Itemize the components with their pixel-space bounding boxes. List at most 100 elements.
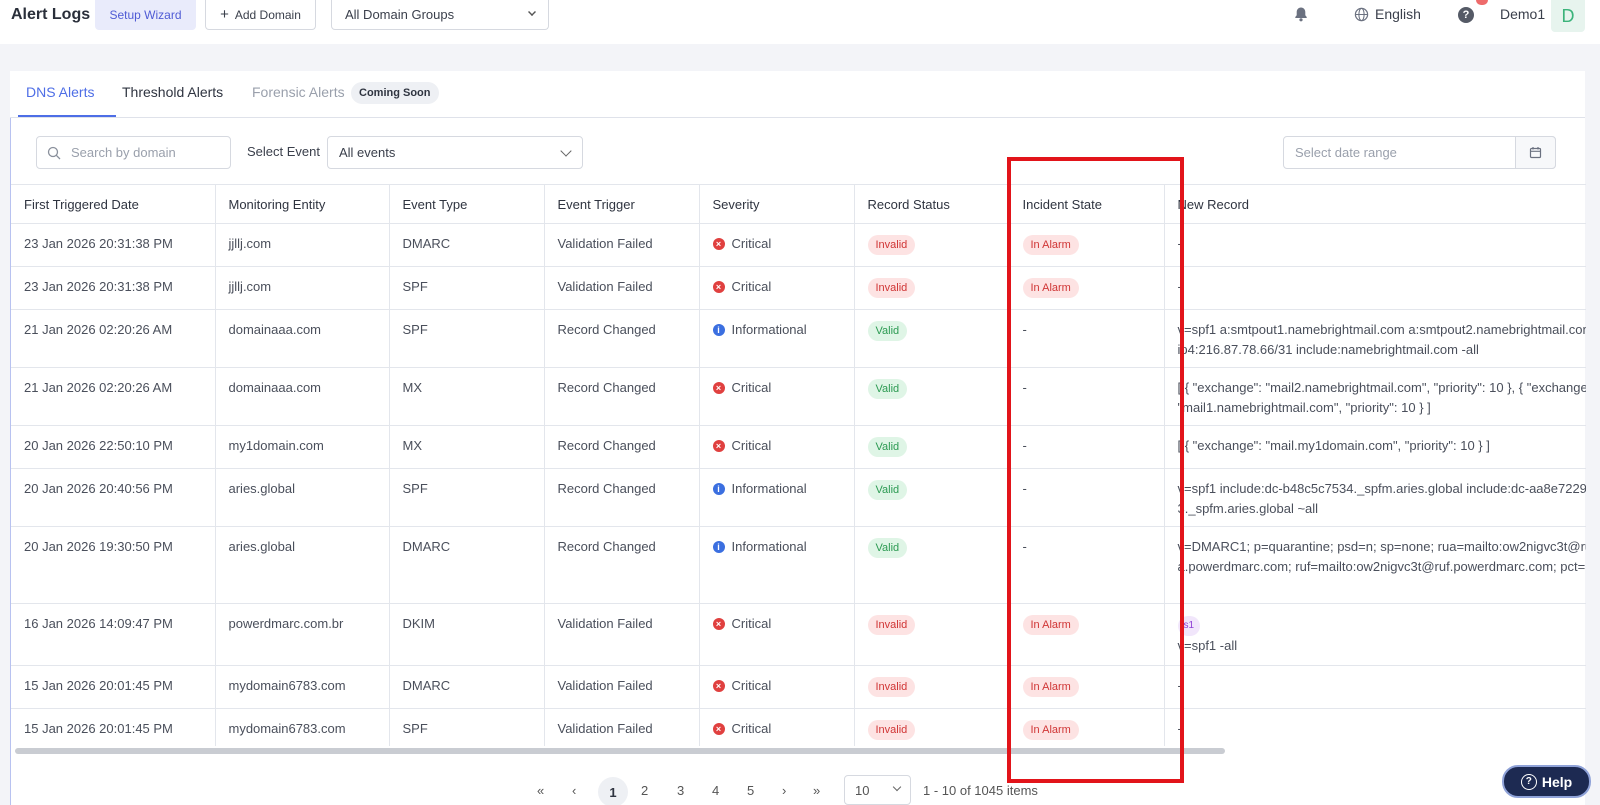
horizontal-scrollbar[interactable] <box>15 748 1225 754</box>
cell-event-trigger: Validation Failed <box>544 266 700 310</box>
page-3-button[interactable]: 3 <box>677 783 685 798</box>
cell-record-status: Valid <box>854 309 1010 368</box>
status-badge: Valid <box>867 538 908 558</box>
column-header[interactable]: Incident State <box>1009 184 1165 224</box>
column-header[interactable]: First Triggered Date <box>11 184 216 224</box>
cell-incident-state: - <box>1009 309 1165 368</box>
next-page-button[interactable]: › <box>782 783 787 798</box>
table-row[interactable]: 15 Jan 2026 20:01:45 PM mydomain6783.com S… <box>11 708 1586 746</box>
table-row[interactable]: 23 Jan 2026 20:31:38 PM jjllj.com DMARC Val… <box>11 223 1586 267</box>
page-1-button[interactable]: 1 <box>598 777 628 805</box>
last-page-button[interactable]: » <box>813 783 821 798</box>
record-value: - <box>1177 721 1182 736</box>
status-badge: Invalid <box>867 677 916 697</box>
severity: i Informational <box>712 320 841 340</box>
cell-record-status: Valid <box>854 425 1010 469</box>
critical-icon: × <box>712 382 725 394</box>
incident-state: - <box>1022 380 1027 395</box>
chevron-down-icon <box>892 782 902 792</box>
table-row[interactable]: 21 Jan 2026 02:20:26 AM domainaaa.com MX Re… <box>11 367 1586 426</box>
help-button[interactable]: ? Help <box>1502 765 1591 798</box>
cell-incident-state: In Alarm <box>1009 708 1165 746</box>
column-header[interactable]: Event Trigger <box>544 184 700 224</box>
calendar-button[interactable] <box>1515 136 1556 169</box>
cell-event-trigger: Validation Failed <box>544 603 700 666</box>
cell-new-record: s1 v=spf1 -all <box>1164 603 1586 666</box>
cell-event-type: SPF <box>389 309 545 368</box>
column-header[interactable]: Severity <box>699 184 855 224</box>
record-value: - <box>1177 678 1182 693</box>
table-row[interactable]: 16 Jan 2026 14:09:47 PM powerdmarc.com.br… <box>11 603 1586 666</box>
language-selector[interactable]: English <box>1375 6 1421 22</box>
cell-severity: × Critical <box>699 425 855 469</box>
search-placeholder: Search by domain <box>71 145 176 160</box>
status-badge: Invalid <box>867 235 916 255</box>
cell-event-trigger: Validation Failed <box>544 223 700 267</box>
table-row[interactable]: 20 Jan 2026 20:40:56 PM aries.global SPF Re… <box>11 468 1586 527</box>
cell-incident-state: In Alarm <box>1009 603 1165 666</box>
cell-entity: aries.global <box>215 468 390 527</box>
severity-label: Critical <box>731 616 772 631</box>
page-2-button[interactable]: 2 <box>641 783 649 798</box>
cell-event-type: SPF <box>389 468 545 527</box>
incident-state: - <box>1022 438 1027 453</box>
cell-event-trigger: Validation Failed <box>544 708 700 746</box>
page-size-select[interactable]: 10 <box>844 775 911 805</box>
table-row[interactable]: 21 Jan 2026 02:20:26 AM domainaaa.com SPF R… <box>11 309 1586 368</box>
table-row[interactable]: 20 Jan 2026 19:30:50 PM aries.global DMARC… <box>11 526 1586 604</box>
setup-wizard-button[interactable]: Setup Wizard <box>95 0 196 30</box>
column-header[interactable]: Monitoring Entity <box>215 184 390 224</box>
help-icon[interactable]: ? <box>1458 7 1474 23</box>
cell-date: 20 Jan 2026 22:50:10 PM <box>11 425 216 469</box>
bell-icon[interactable] <box>1293 6 1309 22</box>
record-value: - <box>1177 279 1182 294</box>
cell-date: 15 Jan 2026 20:01:45 PM <box>11 665 216 709</box>
tab-threshold-alerts[interactable]: Threshold Alerts <box>122 84 224 100</box>
severity-label: Critical <box>731 279 772 294</box>
severity-label: Critical <box>731 678 772 693</box>
cell-event-type: MX <box>389 425 545 469</box>
first-page-button[interactable]: « <box>537 783 545 798</box>
avatar[interactable]: D <box>1551 0 1585 32</box>
status-badge: Valid <box>867 437 908 457</box>
severity-label: Critical <box>731 438 772 453</box>
column-header[interactable]: New Record <box>1164 184 1586 224</box>
add-domain-button[interactable]: + Add Domain <box>205 0 316 30</box>
event-select[interactable]: All events <box>327 136 583 169</box>
table-row[interactable]: 15 Jan 2026 20:01:45 PM mydomain6783.com D… <box>11 665 1586 709</box>
prev-page-button[interactable]: ‹ <box>572 783 577 798</box>
severity: × Critical <box>712 378 841 398</box>
user-name[interactable]: Demo1 <box>1500 6 1546 22</box>
cell-event-type: DMARC <box>389 223 545 267</box>
cell-new-record: - <box>1164 665 1586 709</box>
table-row[interactable]: 23 Jan 2026 20:31:38 PM jjllj.com SPF Valid… <box>11 266 1586 310</box>
cell-new-record: - <box>1164 266 1586 310</box>
cell-severity: × Critical <box>699 223 855 267</box>
alert-tabs: DNS Alerts Threshold Alerts Forensic Ale… <box>10 71 1585 118</box>
help-button-label: Help <box>1541 773 1573 790</box>
status-badge: Invalid <box>867 615 916 635</box>
cell-new-record: - <box>1164 223 1586 267</box>
table-row[interactable]: 20 Jan 2026 22:50:10 PM my1domain.com MX Re… <box>11 425 1586 469</box>
cell-date: 16 Jan 2026 14:09:47 PM <box>11 603 216 666</box>
select-event-label: Select Event <box>247 144 320 159</box>
column-header[interactable]: Record Status <box>854 184 1010 224</box>
severity: × Critical <box>712 676 841 696</box>
tab-dns-alerts[interactable]: DNS Alerts <box>26 84 95 100</box>
column-header[interactable]: Event Type <box>389 184 545 224</box>
page-5-button[interactable]: 5 <box>747 783 755 798</box>
cell-incident-state: - <box>1009 425 1165 469</box>
cell-incident-state: In Alarm <box>1009 223 1165 267</box>
domain-groups-select[interactable]: All Domain Groups <box>331 0 549 30</box>
search-input[interactable]: Search by domain <box>36 136 231 169</box>
alerts-table-wrapper[interactable]: First Triggered Date Monitoring Entity E… <box>11 184 1586 746</box>
cell-severity: i Informational <box>699 526 855 604</box>
page-4-button[interactable]: 4 <box>712 783 720 798</box>
severity: × Critical <box>712 436 841 456</box>
cell-event-trigger: Record Changed <box>544 367 700 426</box>
incident-state: - <box>1022 539 1027 554</box>
incident-state: In Alarm <box>1022 615 1079 635</box>
cell-severity: × Critical <box>699 665 855 709</box>
severity-label: Critical <box>731 721 772 736</box>
cell-incident-state: In Alarm <box>1009 266 1165 310</box>
